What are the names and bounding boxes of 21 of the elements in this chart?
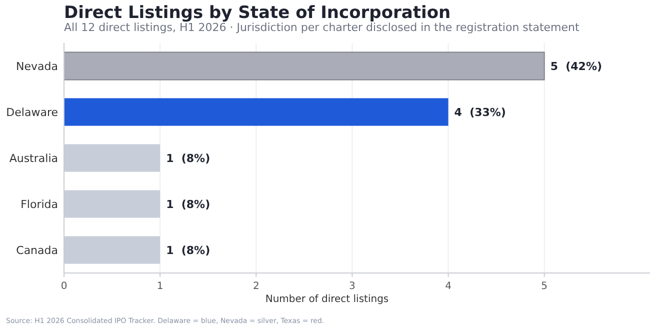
x-tick-label: 3 — [349, 281, 356, 292]
bar — [64, 52, 545, 80]
chart-title: Direct Listings by State of Incorporation — [64, 3, 451, 23]
y-tick-label: Nevada — [16, 60, 58, 73]
x-axis-title: Number of direct listings — [265, 294, 389, 305]
x-tick-label: 5 — [541, 281, 548, 292]
y-tick-label: Florida — [20, 198, 58, 211]
data-label: 1 (8%) — [166, 198, 210, 211]
x-tick-label: 4 — [445, 281, 452, 292]
data-label: 1 (8%) — [166, 244, 210, 257]
data-label: 4 (33%) — [454, 106, 506, 119]
x-tick-label: 2 — [252, 281, 260, 292]
bar — [64, 98, 448, 126]
x-tick-label: 0 — [60, 281, 68, 292]
y-tick-label: Delaware — [6, 106, 58, 119]
data-label: 5 (42%) — [550, 60, 602, 73]
y-tick-label: Australia — [9, 152, 58, 165]
y-tick-label: Canada — [16, 244, 58, 257]
chart-subtitle: All 12 direct listings, H1 2026 · Jurisdiction per charter disclosed in the registration statement — [64, 21, 580, 34]
x-tick-label: 1 — [156, 281, 164, 292]
data-label: 1 (8%) — [166, 152, 210, 165]
